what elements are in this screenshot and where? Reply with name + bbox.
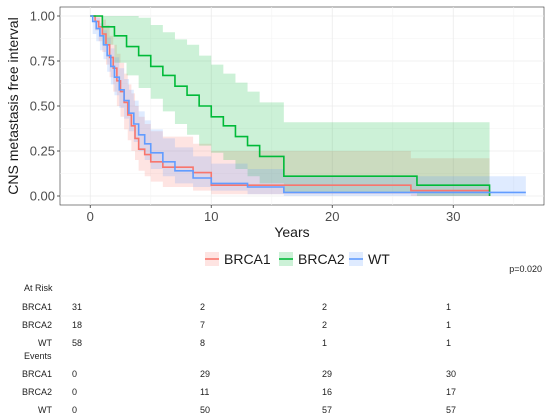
table-cell: 2 [200,302,206,312]
table-cell: 1 [446,338,452,348]
table-cell: 1 [322,338,328,348]
legend: BRCA1 BRCA2 WT [205,251,390,267]
table-cell: 50 [200,405,211,415]
table-row: BRCA1 0 29 29 30 [0,369,550,381]
table-cell: 57 [446,405,457,415]
table-row: BRCA1 31 2 2 1 [0,302,550,314]
table-cell: 29 [322,369,333,379]
legend-label-brca1: BRCA1 [224,251,271,267]
survival-curve-brca1 [90,15,491,196]
legend-label-wt: WT [368,251,390,267]
table-cell: 31 [72,302,83,312]
row-label: BRCA1 [21,302,52,312]
y-tick-label: 0.75 [30,54,55,69]
survival-curve-wt [90,15,526,194]
survival-curve-brca2 [90,15,491,196]
confidence-band-brca1 [90,16,490,196]
table-cell: 29 [200,369,211,379]
legend-label-brca2: BRCA2 [298,251,345,267]
x-tick-label: 30 [446,209,460,224]
y-tick-label: 1.00 [30,9,55,24]
events-title: Events [24,351,52,361]
survival-curves [90,15,526,196]
table-cell: 2 [322,302,328,312]
table-cell: 2 [322,320,328,330]
y-tick-label: 0.50 [30,99,55,114]
y-axis-title: CNS metastasis free interval [5,17,21,194]
table-cell: 0 [72,387,78,397]
table-cell: 16 [322,387,333,397]
table-cell: 7 [200,320,206,330]
table-row: WT 0 50 57 57 [0,405,550,417]
km-chart: 0.00 0.25 0.50 0.75 1.00 0 10 20 30 CNS metasta… [5,6,545,267]
p-value: p=0.020 [509,264,542,274]
y-axis: 0.00 0.25 0.50 0.75 1.00 [30,9,60,204]
table-cell: 57 [322,405,333,415]
row-label: BRCA2 [21,387,52,397]
y-tick-label: 0.25 [30,144,55,159]
x-tick-label: 20 [325,209,339,224]
table-cell: 11 [200,387,210,397]
table-cell: 58 [72,338,83,348]
legend-item-brca2: BRCA2 [279,251,345,267]
table-cell: 18 [72,320,83,330]
table-cell: 30 [446,369,457,379]
at-risk-title: At Risk [24,283,53,293]
table-cell: 1 [446,320,452,330]
x-axis-title: Years [274,224,309,240]
table-cell: 0 [72,369,78,379]
table-cell: 8 [200,338,206,348]
table-cell: 17 [446,387,457,397]
x-tick-label: 0 [87,209,94,224]
confidence-bands [90,16,526,196]
y-tick-label: 0.00 [30,189,55,204]
row-label: BRCA1 [21,369,52,379]
table-cell: 0 [72,405,78,415]
x-axis: 0 10 20 30 [87,205,460,224]
table-row: BRCA2 0 11 16 17 [0,387,550,399]
grid-lines [60,7,544,205]
row-label: BRCA2 [21,320,52,330]
table-cell: 1 [446,302,452,312]
table-row: BRCA2 18 7 2 1 [0,320,550,332]
x-tick-label: 10 [204,209,218,224]
table-row: WT 58 8 1 1 [0,338,550,350]
confidence-band-brca2 [90,16,490,196]
confidence-band-wt [90,16,526,196]
row-label: WT [38,338,52,348]
row-label: WT [38,405,52,415]
legend-item-wt: WT [349,251,390,267]
legend-item-brca1: BRCA1 [205,251,271,267]
